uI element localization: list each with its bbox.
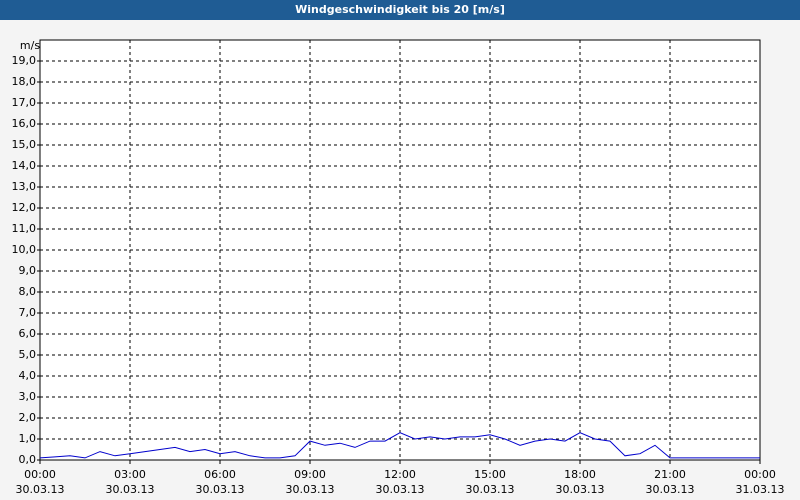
x-tick-label: 06:00 xyxy=(204,468,236,481)
plot-border xyxy=(39,39,761,461)
y-tick-label: 13,0 xyxy=(12,180,37,193)
y-tick-label: 15,0 xyxy=(12,138,37,151)
y-tick-label: 12,0 xyxy=(12,201,37,214)
y-tick-label: 5,0 xyxy=(19,348,37,361)
x-tick-label: 00:00 xyxy=(24,468,56,481)
y-tick-label: 2,0 xyxy=(19,411,37,424)
x-tick-date: 30.03.13 xyxy=(376,483,425,496)
y-tick-label: 1,0 xyxy=(19,432,37,445)
x-tick-date: 30.03.13 xyxy=(106,483,155,496)
y-tick-label: 6,0 xyxy=(19,327,37,340)
y-tick-label: 17,0 xyxy=(12,96,37,109)
y-tick-label: 8,0 xyxy=(19,285,37,298)
y-tick-label: 18,0 xyxy=(12,75,37,88)
data-line xyxy=(39,432,760,459)
y-tick-label: 0,0 xyxy=(19,453,37,466)
y-unit: m/s xyxy=(20,39,40,52)
y-tick-label: 9,0 xyxy=(19,264,37,277)
y-tick-label: 14,0 xyxy=(12,159,37,172)
chart-title: Windgeschwindigkeit bis 20 [m/s] xyxy=(0,0,800,20)
y-tick-label: 11,0 xyxy=(12,222,37,235)
chart: m/s 0,0 1,0 2,0 3,0 4,0 5,0 6,0 7,0 8,0 9,0 10,0 11… xyxy=(12,39,785,496)
x-tick-date: 30.03.13 xyxy=(196,483,245,496)
y-tick-label: 4,0 xyxy=(19,369,37,382)
x-tick-date: 30.03.13 xyxy=(556,483,605,496)
y-tick-label: 19,0 xyxy=(12,54,37,67)
x-tick-label: 18:00 xyxy=(564,468,596,481)
x-tick-label: 21:00 xyxy=(654,468,686,481)
x-tick-date: 30.03.13 xyxy=(16,483,65,496)
x-tick-date: 30.03.13 xyxy=(466,483,515,496)
x-tick-label: 00:00 xyxy=(744,468,776,481)
x-tick-date: 31.03.13 xyxy=(736,483,785,496)
y-tick-label: 7,0 xyxy=(19,306,37,319)
x-tick-date: 30.03.13 xyxy=(286,483,335,496)
x-tick-label: 12:00 xyxy=(384,468,416,481)
y-tick-label: 10,0 xyxy=(12,243,37,256)
x-tick-label: 03:00 xyxy=(114,468,146,481)
y-tick-label: 3,0 xyxy=(19,390,37,403)
x-tick-date: 30.03.13 xyxy=(646,483,695,496)
x-tick-label: 09:00 xyxy=(294,468,326,481)
x-tick-label: 15:00 xyxy=(474,468,506,481)
y-tick-label: 16,0 xyxy=(12,117,37,130)
